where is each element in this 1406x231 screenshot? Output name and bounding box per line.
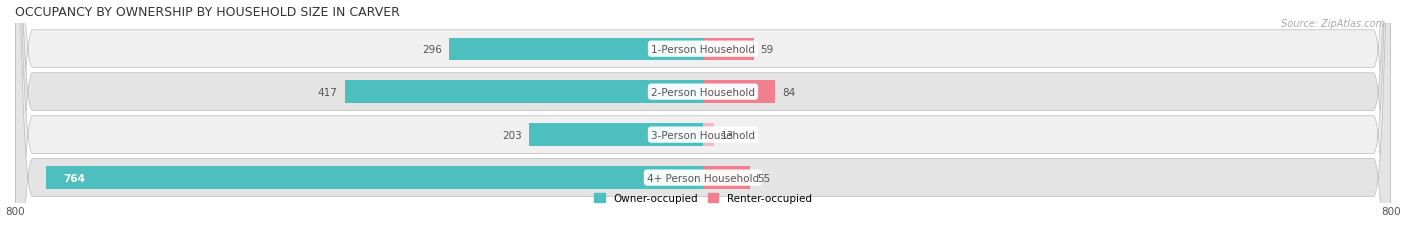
Text: Source: ZipAtlas.com: Source: ZipAtlas.com: [1281, 18, 1385, 28]
Text: 84: 84: [782, 87, 796, 97]
Text: 13: 13: [721, 130, 734, 140]
Bar: [703, 81, 775, 103]
FancyBboxPatch shape: [15, 0, 1391, 231]
Bar: [703, 167, 751, 189]
Text: OCCUPANCY BY OWNERSHIP BY HOUSEHOLD SIZE IN CARVER: OCCUPANCY BY OWNERSHIP BY HOUSEHOLD SIZE…: [15, 6, 401, 18]
Bar: [703, 38, 754, 61]
Bar: [46, 167, 703, 189]
Bar: [449, 38, 703, 61]
FancyBboxPatch shape: [15, 0, 1391, 231]
Legend: Owner-occupied, Renter-occupied: Owner-occupied, Renter-occupied: [591, 189, 815, 207]
Text: 2-Person Household: 2-Person Household: [651, 87, 755, 97]
Text: 3-Person Household: 3-Person Household: [651, 130, 755, 140]
Bar: [344, 81, 703, 103]
Text: 55: 55: [758, 173, 770, 183]
FancyBboxPatch shape: [15, 0, 1391, 231]
Bar: [703, 124, 714, 146]
FancyBboxPatch shape: [15, 0, 1391, 231]
Text: 59: 59: [761, 45, 773, 55]
Bar: [529, 124, 703, 146]
Text: 203: 203: [502, 130, 522, 140]
Text: 417: 417: [318, 87, 337, 97]
Text: 764: 764: [63, 173, 86, 183]
Text: 4+ Person Household: 4+ Person Household: [647, 173, 759, 183]
Text: 296: 296: [422, 45, 441, 55]
Text: 1-Person Household: 1-Person Household: [651, 45, 755, 55]
